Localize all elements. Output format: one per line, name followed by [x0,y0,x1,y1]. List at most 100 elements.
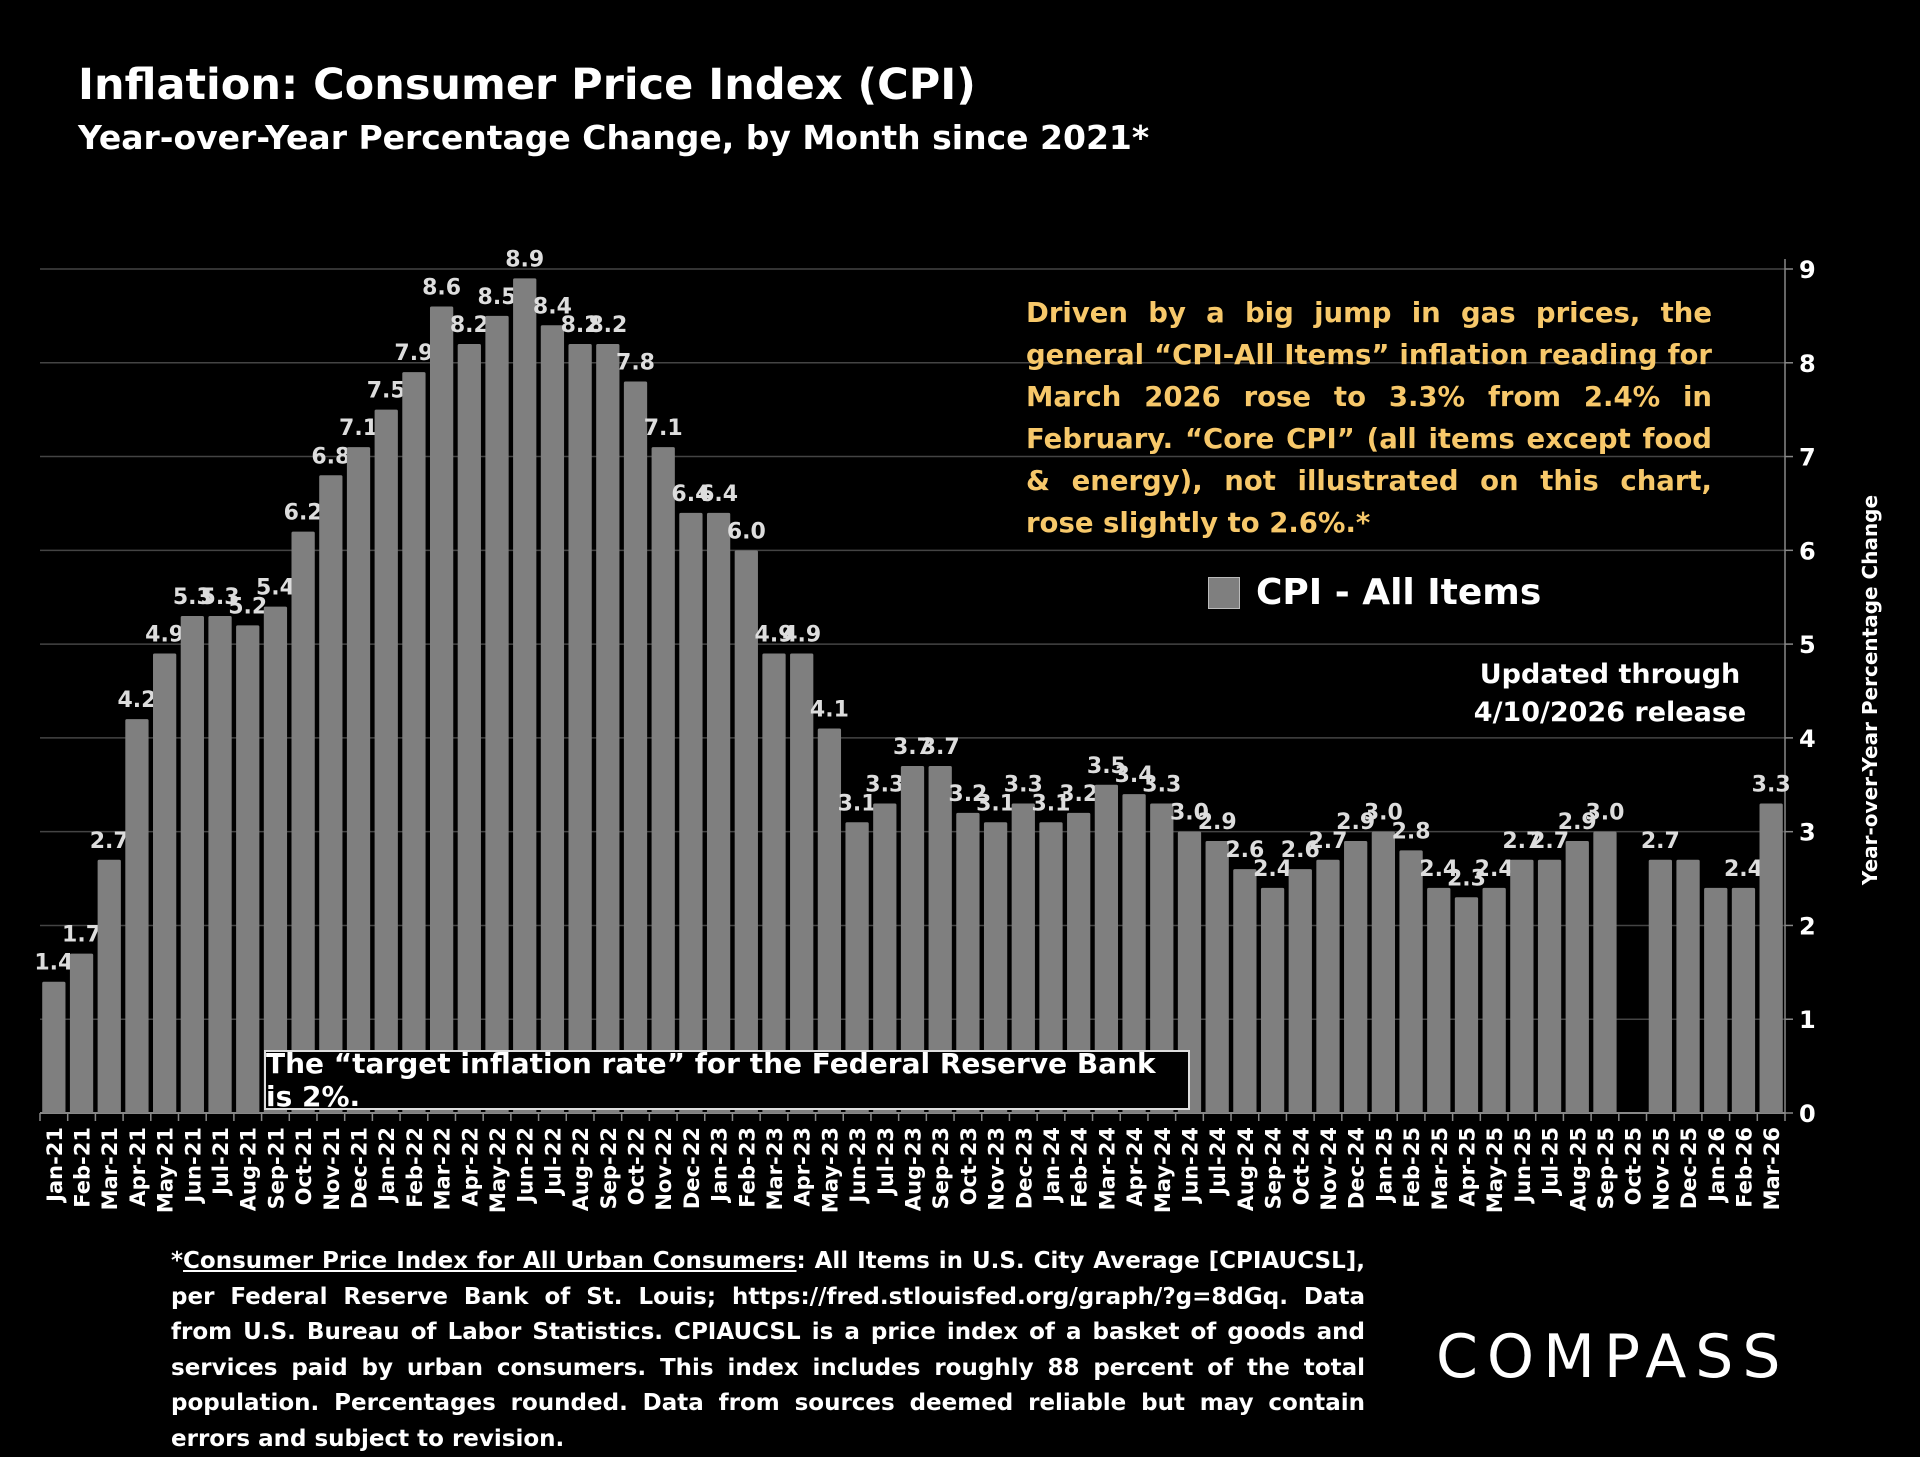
data-label: 3.2 [1059,782,1098,807]
x-tick-label: May-23 [818,1127,842,1213]
data-label: 3.3 [1004,773,1043,798]
data-label: 3.3 [1752,773,1791,798]
data-label: 7.8 [616,351,655,376]
bar [1510,859,1534,1113]
x-tick-label: Mar-21 [98,1127,122,1210]
data-label: 6.2 [284,501,323,526]
data-label: 3.7 [893,735,932,760]
data-label: 3.2 [948,782,987,807]
y-tick-label: 4 [1799,725,1816,753]
x-tick-label: Aug-21 [237,1127,261,1211]
y-tick-label: 0 [1799,1100,1816,1128]
data-label: 8.4 [533,294,572,319]
data-label: 5.3 [201,585,240,610]
data-label: 3.0 [1170,801,1209,826]
bar [1094,784,1119,1113]
data-label: 2.4 [1724,857,1763,882]
x-tick-label: Oct-24 [1289,1127,1313,1205]
y-tick-label: 9 [1799,256,1816,284]
bar [734,550,758,1113]
x-tick-label: Sep-22 [597,1127,621,1209]
data-label: 2.9 [1336,810,1375,835]
x-tick-label: Mar-26 [1760,1127,1784,1210]
x-tick-label: Jul-22 [541,1127,565,1197]
bar [540,325,565,1113]
x-tick-label: Jan-23 [708,1127,732,1204]
x-tick-label: Mar-25 [1428,1127,1452,1210]
x-tick-label: Dec-22 [680,1127,704,1209]
bar [125,719,149,1113]
data-label: 3.1 [1031,791,1070,816]
bar [568,344,592,1113]
y-tick-label: 2 [1799,912,1816,940]
bar [1731,887,1756,1113]
data-label: 6.0 [727,519,766,544]
x-tick-label: Jun-21 [181,1127,205,1205]
x-tick-label: Oct-21 [292,1127,316,1205]
compass-logo: COMPASS [1436,1322,1790,1392]
data-label: 4.9 [145,622,184,647]
x-tick-label: Jul-21 [209,1127,233,1197]
x-tick-label: Jun-22 [514,1127,538,1205]
footnote: *Consumer Price Index for All Urban Cons… [171,1244,1365,1457]
x-tick-label: Dec-24 [1345,1127,1369,1209]
data-label: 8.9 [505,247,544,272]
x-tick-label: Nov-21 [320,1127,344,1211]
bar [1344,841,1368,1113]
bar [1427,887,1451,1113]
x-tick-label: Oct-25 [1622,1127,1646,1205]
footnote-body: : All Items in U.S. City Average [CPIAUC… [171,1248,1366,1452]
bar [429,306,454,1113]
data-label: 2.6 [1225,838,1264,863]
y-tick-label: 5 [1799,631,1816,659]
data-label: 2.7 [1502,829,1541,854]
data-label: 6.8 [311,444,350,469]
data-label: 5.4 [256,576,295,601]
x-tick-label: Dec-25 [1677,1127,1701,1209]
x-tick-label: Apr-23 [791,1127,815,1207]
data-label: 4.9 [782,622,821,647]
data-label: 6.4 [671,482,710,507]
x-tick-label: Jun-24 [1178,1127,1202,1205]
y-tick-label: 3 [1799,819,1816,847]
y-axis-title: Year-over-Year Percentage Change [1858,494,1882,886]
bar [817,728,842,1113]
bar [402,372,426,1114]
bar [1316,859,1340,1113]
data-label: 7.5 [367,379,406,404]
chart-subtitle: Year-over-Year Percentage Change, by Mon… [78,118,1150,157]
data-label: 1.4 [34,951,73,976]
data-label: 2.3 [1447,866,1486,891]
x-tick-label: Aug-25 [1566,1127,1590,1211]
bar [513,278,537,1113]
chart-title: Inflation: Consumer Price Index (CPI) [78,60,976,110]
x-tick-label: Aug-22 [569,1127,593,1211]
bar [623,381,648,1113]
x-tick-label: May-24 [1151,1127,1175,1213]
cpi-bar-chart: 0 1 2 3 4 5 6 7 8 9 1.4 Jan-21 1.7 Feb-21 2.7 Mar-21 4.2… [34,247,1816,1213]
bar [1454,897,1479,1113]
bar [346,447,371,1114]
bar [1759,803,1783,1113]
bar [679,512,703,1113]
bar [1288,869,1312,1113]
bar [1704,887,1728,1113]
data-label: 3.5 [1087,754,1126,779]
legend-swatch [1208,576,1240,609]
data-label: 2.4 [1475,857,1514,882]
bar [1565,841,1589,1113]
x-tick-label: Jul-23 [874,1127,898,1197]
annotation-text: Driven by a big jump in gas prices, the … [1026,297,1712,539]
x-tick-label: Apr-24 [1123,1127,1147,1207]
bar [1648,859,1672,1113]
bar [1205,841,1229,1113]
bar [208,615,232,1113]
footnote-source-link[interactable]: Consumer Price Index for All Urban Consu… [183,1248,797,1274]
bar [1399,850,1423,1113]
bar [291,531,315,1113]
bar [1039,822,1063,1113]
updated-line2: 4/10/2026 release [1473,697,1747,728]
y-tick-label: 8 [1799,350,1816,378]
x-tick-label: Feb-24 [1068,1127,1092,1208]
x-tick-label: Apr-25 [1455,1127,1479,1207]
